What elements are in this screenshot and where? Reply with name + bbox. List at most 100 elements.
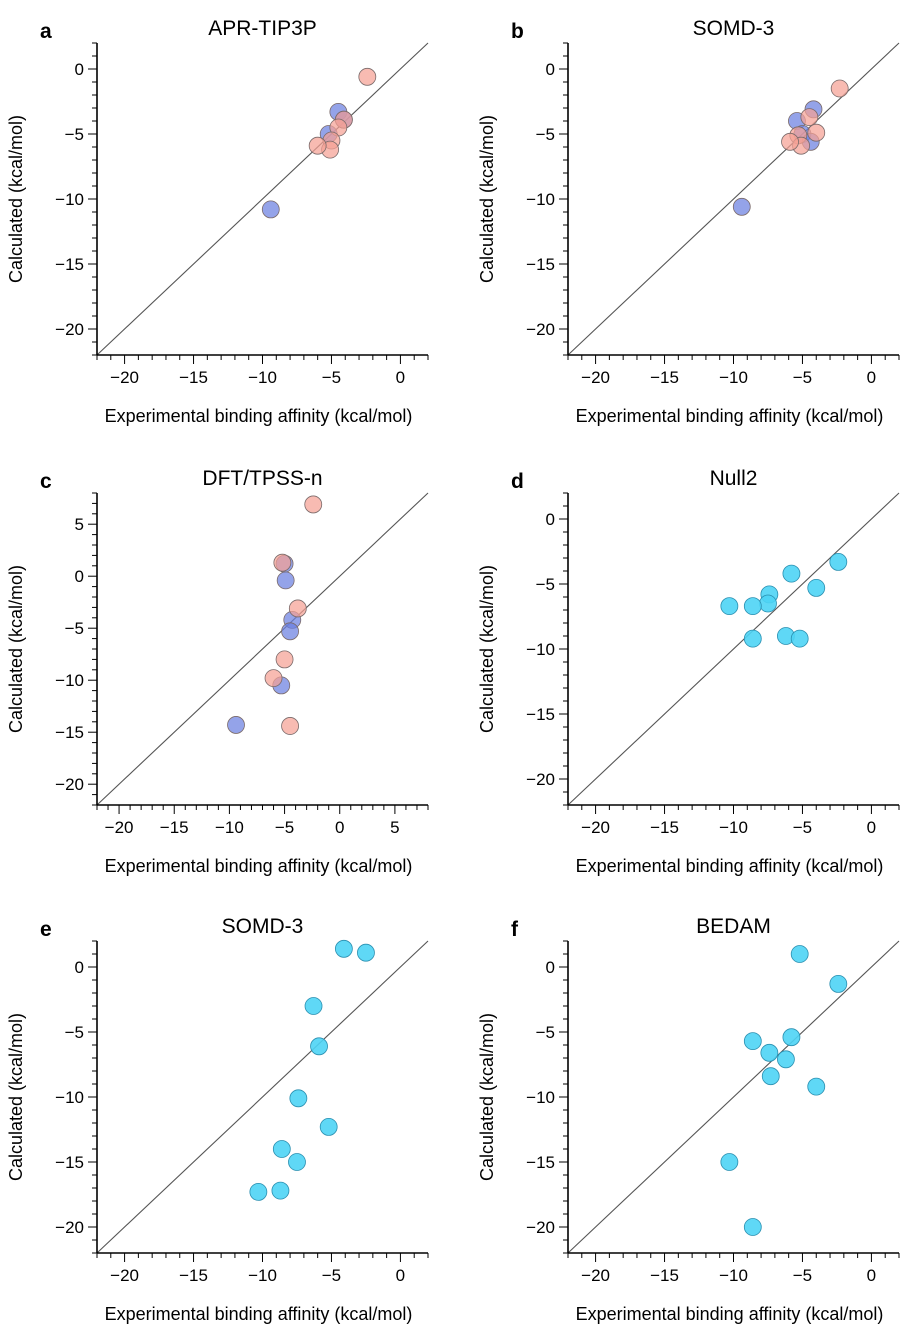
panel-f-data-point (760, 1043, 779, 1062)
panel-f-data-point (761, 1067, 780, 1086)
panel-e-y-tick-label: −10 (55, 1088, 84, 1107)
panel-d-x-tick-label: 0 (867, 818, 876, 837)
panel-a-data-point (358, 67, 377, 86)
panel-c-y-axis-title: Calculated (kcal/mol) (6, 565, 26, 733)
panel-c-y-tick-label: 0 (75, 567, 84, 586)
panel-b-y-tick-label: −10 (526, 190, 555, 209)
panel-f-x-tick-label: −15 (650, 1266, 679, 1285)
panel-d-data-point (790, 629, 809, 648)
panel-e-data-point (310, 1037, 328, 1056)
panel-e-data-point (249, 1183, 268, 1201)
panel-c-title: DFT/TPSS-n (202, 467, 322, 490)
panel-b-data-point (800, 108, 819, 126)
panel-e-y-tick-label: −5 (65, 1023, 84, 1042)
panel-e-identity-line (96, 940, 429, 1254)
panel-c-data-point (281, 717, 299, 735)
panel-c-letter: c (40, 470, 52, 493)
panel-a-series-salmon (308, 67, 377, 159)
panel-e-x-axis-title: Experimental binding affinity (kcal/mol) (105, 1304, 413, 1324)
panel-f-series-cyan (720, 945, 848, 1236)
panel-e-letter: e (40, 918, 52, 941)
panel-c-data-point (304, 495, 323, 514)
panel-c-x-tick-label: 0 (335, 818, 344, 837)
panel-c-identity-line (96, 492, 429, 806)
panel-e-series-cyan (249, 939, 375, 1201)
panel-d-y-tick-label: 0 (546, 510, 555, 529)
panel-c-y-tick-label: −15 (55, 723, 84, 742)
panel-b-data-point (781, 132, 799, 151)
panel-f: f BEDAM −20 −15 −10 −5 0 −20 −15 −10 −5 0 Experiment… (477, 915, 900, 1324)
panel-e-data-point (334, 939, 353, 958)
panel-c-data-point (281, 622, 299, 641)
panel-c-x-tick-label: −5 (275, 818, 294, 837)
panel-e-x-tick-label: −15 (179, 1266, 208, 1285)
panel-a-y-tick-label: −10 (55, 190, 84, 209)
panel-b: b SOMD-3 −20 −15 −10 −5 0 −20 −15 −10 −5 0 Experimen… (477, 17, 900, 426)
panel-b-y-tick-label: −15 (526, 255, 555, 274)
panel-b-y-axis-title: Calculated (kcal/mol) (477, 115, 497, 283)
panel-d-x-tick-label: −20 (581, 818, 610, 837)
panel-a-x-tick-label: 0 (396, 368, 405, 387)
panel-f-data-point (829, 975, 848, 993)
panel-f-y-tick-label: −10 (526, 1088, 555, 1107)
panel-f-data-point (807, 1077, 826, 1096)
panel-e-y-tick-label: −15 (55, 1153, 84, 1172)
panel-f-x-axis-title: Experimental binding affinity (kcal/mol) (576, 1304, 884, 1324)
panel-e-y-tick-label: −20 (55, 1218, 84, 1237)
panel-a-x-tick-label: −20 (110, 368, 139, 387)
panel-c-series-salmon (264, 495, 323, 735)
panel-d-data-point (759, 594, 777, 613)
panel-d-data-point (829, 553, 848, 571)
panel-c-data-point (273, 553, 292, 572)
panel-e-x-tick-label: −20 (110, 1266, 139, 1285)
panel-f-data-point (782, 1028, 801, 1047)
panel-a-y-axis-title: Calculated (kcal/mol) (6, 115, 26, 283)
panel-c-series-blue (227, 554, 302, 734)
panel-d-letter: d (511, 470, 524, 493)
panel-b-y-tick-label: 0 (546, 60, 555, 79)
panel-a-letter: a (40, 20, 52, 43)
panel-f-x-tick-label: −10 (719, 1266, 748, 1285)
panel-a-identity-line (96, 42, 429, 356)
panel-c: c DFT/TPSS-n −20 −15 −10 −5 0 5 −20 −15 −10 −5 0 5 Exp… (6, 467, 429, 876)
panel-a-x-axis-title: Experimental binding affinity (kcal/mol) (105, 406, 413, 426)
panel-e-y-axis-title: Calculated (kcal/mol) (6, 1013, 26, 1181)
panel-b-title: SOMD-3 (693, 17, 775, 40)
panel-f-y-tick-label: −20 (526, 1218, 555, 1237)
panel-b-x-tick-label: 0 (867, 368, 876, 387)
panel-d-data-point (743, 629, 762, 648)
panel-b-letter: b (511, 20, 524, 43)
panel-d-y-tick-label: −20 (526, 770, 555, 789)
panel-a-x-tick-label: −15 (179, 368, 208, 387)
panel-c-x-tick-label: 5 (390, 818, 399, 837)
panel-d-y-tick-label: −10 (526, 640, 555, 659)
panel-b-data-point (807, 123, 826, 142)
panel-c-y-tick-label: −20 (55, 775, 84, 794)
panel-a-y-tick-label: −5 (65, 125, 84, 144)
panel-b-x-tick-label: −20 (581, 368, 610, 387)
panel-c-y-tick-label: −10 (55, 671, 84, 690)
panel-f-identity-line (567, 940, 900, 1254)
panel-c-x-tick-label: −15 (160, 818, 189, 837)
panel-c-data-point (276, 571, 295, 590)
panel-b-identity-line (567, 42, 900, 356)
panel-e-data-point (289, 1089, 308, 1108)
panel-d-x-tick-label: −10 (719, 818, 748, 837)
panel-f-data-point (743, 1218, 762, 1236)
panel-b-x-axis-title: Experimental binding affinity (kcal/mol) (576, 406, 884, 426)
panel-c-y-tick-label: 5 (75, 515, 84, 534)
panel-d-data-point (743, 597, 762, 615)
panel-d: d Null2 −20 −15 −10 −5 0 −20 −15 −10 −5 0 Experiment… (477, 467, 900, 876)
panel-f-y-tick-label: −15 (526, 1153, 555, 1172)
panel-a-y-tick-label: −20 (55, 320, 84, 339)
panel-b-data-point (830, 79, 849, 98)
panel-b-x-tick-label: −10 (719, 368, 748, 387)
panel-a-data-point (261, 200, 280, 219)
panel-a: a APR-TIP3P −20 −15 −10 −5 0 −20 −15 −10 −5 0 Experi… (6, 17, 429, 426)
panel-f-data-point (720, 1153, 739, 1171)
panel-e-y-tick-label: 0 (75, 958, 84, 977)
panel-a-y-tick-label: −15 (55, 255, 84, 274)
panel-f-data-point (777, 1050, 795, 1069)
panel-d-x-tick-label: −5 (793, 818, 812, 837)
panel-c-x-tick-label: −10 (215, 818, 244, 837)
